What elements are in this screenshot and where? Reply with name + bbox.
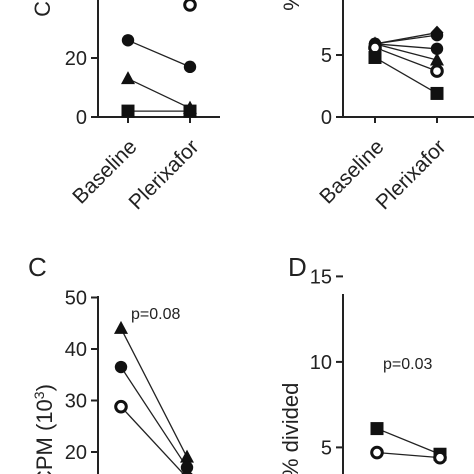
y-tick-label: 5: [321, 437, 332, 459]
pair-line: [127, 39, 191, 68]
data-point-square: [121, 104, 135, 118]
y-tick-label: 20: [65, 48, 87, 70]
y-tick-label: 50: [65, 288, 87, 310]
data-point-circle-open: [433, 450, 447, 465]
pair-line: [376, 451, 441, 459]
pair-line: [120, 366, 188, 468]
p-value-annotation: p=0.03: [383, 356, 432, 373]
data-point-circle-open: [430, 64, 444, 78]
pair-line: [127, 78, 191, 109]
data-point-triangle: [430, 52, 444, 66]
data-point-circle: [430, 42, 444, 55]
y-axis-label: CPM (103): [31, 384, 57, 474]
p-value-annotation: p=0.08: [131, 306, 180, 323]
y-tick-label: 0: [76, 107, 87, 129]
data-point-circle: [114, 360, 128, 374]
data-point-circle-open: [370, 445, 384, 460]
panel-label: D: [288, 252, 307, 282]
y-tick-label: 5: [321, 45, 332, 67]
panel-c: 20 30 40 50 CPM (103) Cp=0.08: [28, 252, 194, 474]
data-point-triangle: [121, 71, 135, 85]
pair-line: [374, 43, 438, 50]
pair-line: [374, 56, 438, 95]
data-point-square: [370, 422, 384, 436]
panel-label: C: [28, 252, 47, 282]
data-point-triangle: [114, 320, 128, 334]
y-tick-label: 15: [310, 266, 332, 288]
data-point-circle: [180, 461, 194, 474]
data-point-circle: [121, 34, 135, 47]
data-point-square: [430, 86, 444, 100]
data-point-diamond: [430, 25, 444, 40]
y-axis-label: % divided: [278, 383, 303, 474]
panel-a: 020CPMBaselinePlerixafor: [30, 0, 220, 214]
pair-line: [374, 43, 438, 61]
pair-line: [120, 406, 185, 474]
data-point-square: [183, 104, 197, 118]
data-point-circle-open: [114, 399, 128, 414]
pair-line: [374, 46, 438, 72]
y-tick-label: 30: [65, 391, 87, 413]
pair-line: [376, 427, 441, 455]
data-point-triangle: [180, 449, 194, 463]
y-tick-label: 10: [310, 352, 332, 374]
pair-line: [374, 32, 438, 45]
panel-d: 5 10 15 % divided Dp=0.03: [278, 252, 447, 474]
panel-b: 05% diBaselinePlerixafor: [279, 0, 474, 214]
y-axis-label: CPM: [30, 0, 55, 17]
data-point-circle: [183, 60, 197, 74]
pair-line: [120, 328, 188, 458]
data-point-circle-open: [183, 0, 197, 12]
y-tick-label: 40: [65, 339, 87, 361]
y-tick-label: 20: [65, 442, 87, 464]
data-point-square: [368, 50, 382, 64]
y-tick-label: 0: [321, 107, 332, 129]
y-axis-label: % di: [279, 0, 304, 11]
